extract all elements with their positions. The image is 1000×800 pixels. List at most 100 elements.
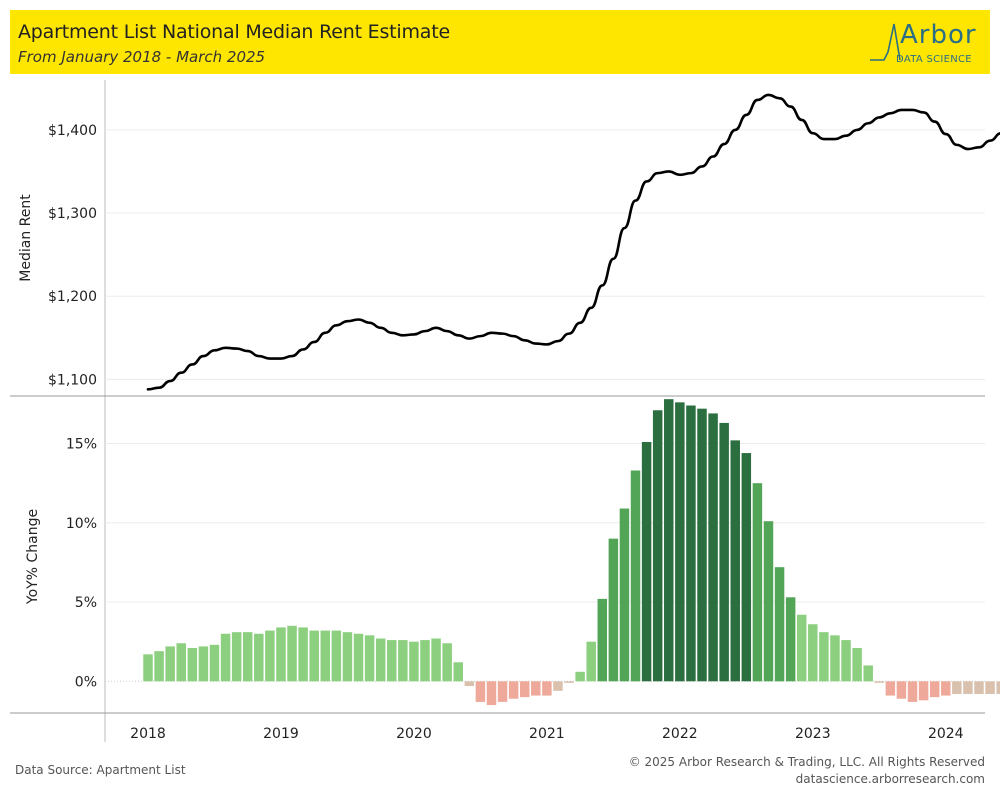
yoy-bar bbox=[652, 410, 663, 682]
yoy-bar bbox=[597, 598, 608, 682]
x-tick-label: 2022 bbox=[662, 726, 698, 742]
yoy-bar bbox=[353, 633, 364, 682]
yoy-bar bbox=[409, 641, 419, 682]
line-ytick-label: $1,200 bbox=[48, 289, 97, 305]
line-ytick-label: $1,400 bbox=[48, 123, 97, 139]
yoy-bar bbox=[220, 633, 231, 682]
yoy-bar bbox=[819, 632, 829, 682]
bar-ytick-label: 15% bbox=[66, 437, 97, 453]
bar-ytick-label: 0% bbox=[75, 674, 97, 690]
logo-word: Arbor bbox=[900, 20, 977, 50]
yoy-bar bbox=[519, 681, 530, 698]
yoy-bar bbox=[387, 640, 397, 682]
yoy-bar bbox=[907, 681, 918, 702]
line-ytick-label: $1,100 bbox=[48, 372, 97, 388]
yoy-bar bbox=[874, 681, 885, 683]
yoy-bar bbox=[697, 408, 707, 682]
yoy-bar bbox=[431, 638, 441, 682]
yoy-bar bbox=[231, 632, 242, 682]
yoy-bar bbox=[375, 638, 386, 682]
yoy-bar bbox=[619, 508, 630, 682]
yoy-bar bbox=[475, 681, 486, 702]
yoy-bar bbox=[154, 651, 164, 682]
yoy-bar bbox=[575, 671, 585, 682]
yoy-bar bbox=[974, 681, 984, 694]
yoy-bar bbox=[342, 632, 353, 682]
yoy-bar bbox=[486, 681, 497, 706]
arbor-logo: Arbor DATA SCIENCE bbox=[866, 14, 984, 70]
yoy-bar bbox=[265, 630, 275, 682]
yoy-bar bbox=[276, 627, 286, 682]
yoy-bar bbox=[774, 567, 785, 682]
yoy-bar bbox=[730, 440, 740, 682]
header-banner: Apartment List National Median Rent Esti… bbox=[10, 10, 990, 74]
yoy-bar bbox=[442, 643, 452, 682]
yoy-bar bbox=[287, 625, 297, 682]
x-tick-label: 2024 bbox=[928, 726, 964, 742]
yoy-bar bbox=[808, 624, 818, 682]
x-tick-label: 2020 bbox=[396, 726, 432, 742]
yoy-bar bbox=[686, 405, 696, 682]
website-text: datascience.arborresearch.com bbox=[795, 772, 985, 786]
yoy-bar bbox=[664, 399, 674, 682]
yoy-bar bbox=[398, 640, 408, 682]
yoy-bar bbox=[630, 470, 641, 682]
yoy-bar bbox=[242, 632, 253, 682]
bar-ytick-label: 10% bbox=[66, 516, 97, 532]
yoy-bar bbox=[708, 413, 718, 682]
yoy-bar bbox=[331, 630, 342, 682]
yoy-bar bbox=[719, 422, 729, 682]
yoy-bar bbox=[896, 681, 907, 699]
data-source: Data Source: Apartment List bbox=[15, 763, 186, 777]
yoy-bar bbox=[464, 681, 475, 687]
yoy-bar bbox=[564, 681, 574, 683]
yoy-bar bbox=[209, 644, 220, 682]
yoy-bar bbox=[852, 648, 862, 682]
yoy-bar bbox=[187, 648, 198, 682]
yoy-bar bbox=[364, 635, 375, 682]
line-ytick-label: $1,300 bbox=[48, 206, 97, 222]
yoy-bar bbox=[918, 681, 929, 701]
yoy-bar bbox=[941, 681, 951, 696]
yoy-bar bbox=[143, 654, 153, 682]
chart-title: Apartment List National Median Rent Esti… bbox=[18, 21, 450, 43]
yoy-bar bbox=[785, 597, 796, 682]
yoy-bar bbox=[420, 640, 430, 682]
yoy-bar bbox=[553, 681, 563, 691]
x-tick-label: 2019 bbox=[263, 726, 299, 742]
yoy-bar bbox=[497, 681, 508, 702]
logo-chart-icon bbox=[870, 23, 901, 61]
yoy-bar bbox=[863, 665, 873, 682]
yoy-bar bbox=[508, 681, 519, 699]
x-tick-label: 2023 bbox=[795, 726, 831, 742]
yoy-bar bbox=[531, 681, 541, 696]
yoy-bar bbox=[741, 453, 752, 682]
yoy-bar bbox=[763, 521, 774, 682]
footer-credits: © 2025 Arbor Research & Trading, LLC. Al… bbox=[629, 754, 985, 788]
chart-subtitle: From January 2018 - March 2025 bbox=[18, 48, 266, 66]
yoy-bar bbox=[985, 681, 995, 694]
yoy-bar bbox=[309, 630, 319, 682]
yoy-bar bbox=[952, 681, 962, 694]
yoy-bar bbox=[929, 681, 940, 698]
logo-subtitle: DATA SCIENCE bbox=[896, 54, 972, 65]
yoy-bar bbox=[298, 627, 308, 682]
yoy-bar bbox=[675, 402, 685, 682]
line-ylabel: Median Rent bbox=[18, 194, 34, 282]
yoy-bar bbox=[641, 441, 652, 682]
yoy-bar bbox=[796, 614, 807, 682]
median-rent-line bbox=[146, 93, 1000, 391]
yoy-bar bbox=[320, 630, 331, 682]
copyright-text: © 2025 Arbor Research & Trading, LLC. Al… bbox=[628, 755, 985, 769]
yoy-bar bbox=[885, 681, 896, 696]
yoy-bar bbox=[198, 646, 209, 682]
yoy-bar bbox=[254, 633, 264, 682]
bar-ylabel: YoY% Change bbox=[25, 509, 41, 605]
yoy-bar bbox=[830, 635, 840, 682]
yoy-bar bbox=[608, 538, 619, 682]
yoy-bar bbox=[165, 646, 175, 682]
yoy-bar bbox=[453, 662, 463, 682]
yoy-bar bbox=[996, 681, 1000, 694]
yoy-bar bbox=[586, 641, 596, 682]
